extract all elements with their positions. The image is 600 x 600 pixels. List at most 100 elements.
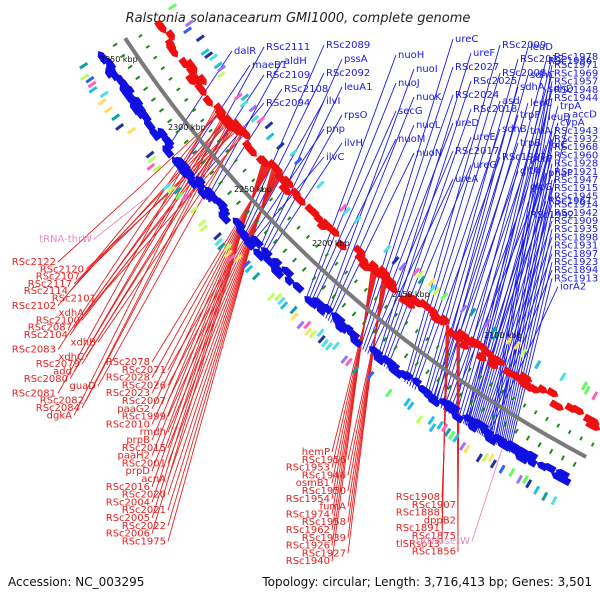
gc-skew-box xyxy=(522,403,527,408)
gc-skew-box xyxy=(304,327,313,337)
gc-skew-box xyxy=(290,312,299,321)
reverse-gene-arrow xyxy=(185,73,196,86)
leader-line xyxy=(85,120,234,401)
gc-skew-box xyxy=(277,206,283,212)
forward-gene-label: RSc1971 xyxy=(554,60,598,71)
feature-tracks xyxy=(79,3,600,506)
reverse-gene-label: RSc2006 xyxy=(106,529,150,540)
gc-skew-box xyxy=(88,86,98,94)
gc-skew-box xyxy=(127,126,137,135)
forward-gene-label: RSc1997 xyxy=(502,152,546,163)
reverse-gene-arrow xyxy=(157,22,167,34)
forward-gene-label: leuC xyxy=(530,98,552,109)
gc-skew-box xyxy=(254,219,260,225)
forward-gene-label: RSc2108 xyxy=(284,84,328,95)
forward-gene-label: folC xyxy=(548,140,567,151)
forward-gene-arrow xyxy=(427,395,442,408)
gc-skew-box xyxy=(287,216,292,221)
gc-skew-box xyxy=(316,328,325,338)
gc-skew-box xyxy=(443,427,452,437)
forward-gene-label: RSc1960 xyxy=(554,150,598,161)
gc-skew-box xyxy=(511,396,516,401)
forward-gene-label: RSc2009 xyxy=(502,40,546,51)
gc-skew-box xyxy=(315,243,320,249)
leader-line xyxy=(57,107,223,307)
forward-gene-label: sdhC xyxy=(530,70,555,81)
gc-skew-box xyxy=(366,370,375,380)
gc-skew-box xyxy=(363,287,368,293)
reverse-gene-label: paaH2 xyxy=(118,451,151,462)
leader-line xyxy=(441,323,447,544)
forward-gene-label: RSc1915 xyxy=(554,183,598,194)
reverse-gene-label: RSc1926 xyxy=(286,541,330,552)
gc-skew-box xyxy=(372,328,377,334)
forward-gene-arrow xyxy=(260,247,273,259)
gc-skew-box xyxy=(591,391,599,401)
forward-gene-arrow xyxy=(449,404,461,414)
forward-gene-label: RSc1913 xyxy=(554,273,598,284)
gc-skew-box xyxy=(567,429,572,435)
gc-skew-box xyxy=(487,453,495,463)
reverse-gene-arrow xyxy=(528,383,540,394)
forward-gene-label: cvpA xyxy=(560,118,585,129)
leader-line xyxy=(167,166,274,542)
gc-skew-box xyxy=(233,92,243,101)
reverse-gene-arrow xyxy=(583,413,600,426)
gc-skew-box xyxy=(353,215,362,225)
gc-skew-box xyxy=(250,114,260,123)
reverse-gene-label: xdhA xyxy=(59,308,85,319)
leader-line xyxy=(261,114,343,259)
forward-gene-label: ureD xyxy=(455,118,479,129)
gc-skew-box xyxy=(417,275,426,285)
forward-gene-arrow xyxy=(250,235,264,250)
gc-skew-box xyxy=(342,206,351,216)
gc-skew-box xyxy=(223,243,233,252)
leader-line xyxy=(466,73,553,426)
reverse-gene-arrow xyxy=(165,42,179,58)
forward-gene-label: nuoK xyxy=(416,92,442,103)
gc-skew-box xyxy=(208,128,213,133)
reverse-gene-label: RSc1907 xyxy=(412,500,456,511)
gc-skew-box xyxy=(316,180,325,189)
leader-line xyxy=(73,111,227,416)
leader-line xyxy=(426,86,519,399)
forward-gene-label: RSc1898 xyxy=(554,232,598,243)
gc-skew-box xyxy=(580,381,588,391)
reverse-gene-arrow xyxy=(329,226,340,237)
gc-skew-box xyxy=(216,70,226,79)
leader-line xyxy=(404,44,501,383)
reverse-gene-label: RSc2114 xyxy=(24,286,68,297)
forward-gene-label: RSc1943 xyxy=(554,126,598,137)
reverse-gene-label: RSc1888 xyxy=(396,508,440,519)
forward-gene-arrow xyxy=(272,257,283,268)
gc-skew-box xyxy=(267,292,276,302)
reverse-gene-label: RSc2079 xyxy=(36,359,80,370)
forward-gene-label: RSc1931 xyxy=(554,241,598,252)
leader-line xyxy=(362,94,454,350)
gc-skew-box xyxy=(135,75,141,81)
gc-skew-box xyxy=(412,267,421,277)
gc-skew-box xyxy=(432,286,441,296)
forward-gene-arrow xyxy=(526,458,538,468)
gc-skew-box xyxy=(213,61,223,70)
reverse-gene-label: RSc1946 xyxy=(302,470,346,481)
scale-label: 2250 kbp xyxy=(234,185,272,194)
gc-skew-box xyxy=(537,442,542,448)
reverse-gene-arrow xyxy=(475,351,487,362)
gc-skew-box xyxy=(85,75,95,84)
forward-gene-label: ureG xyxy=(473,160,497,171)
leader-line xyxy=(455,88,547,419)
gc-skew-box xyxy=(436,420,444,430)
gc-skew-box xyxy=(478,374,483,380)
gc-skew-box xyxy=(97,98,107,106)
reverse-gene-arrow xyxy=(313,213,324,224)
reverse-gene-label: hemP xyxy=(302,447,330,458)
gc-skew-box xyxy=(344,357,353,367)
leader-line xyxy=(494,130,553,444)
forward-gene-arrow xyxy=(542,462,557,474)
gc-skew-box xyxy=(127,64,133,70)
leader-line xyxy=(507,261,553,452)
gc-skew-box xyxy=(153,55,158,60)
gc-skew-box xyxy=(308,329,317,339)
leader-line xyxy=(475,171,553,432)
